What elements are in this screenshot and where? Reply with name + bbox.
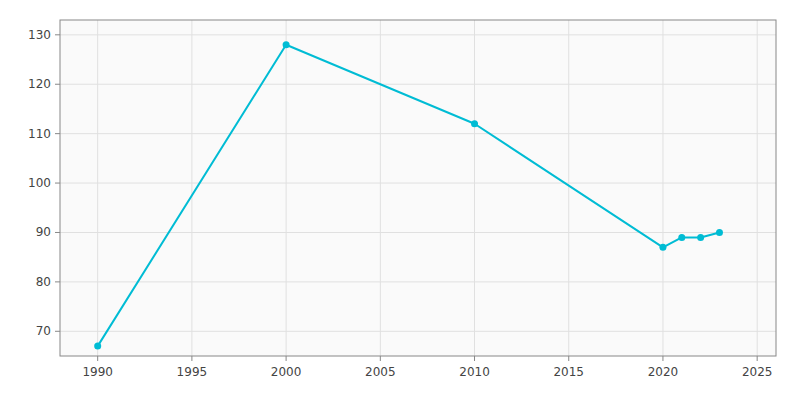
x-grid-line [380,20,381,356]
point [94,343,101,350]
x-tick [191,356,192,361]
x-tick-label: 2005 [365,365,396,379]
y-grid-line [60,84,776,85]
x-tick [474,356,475,361]
x-tick [757,356,758,361]
y-tick [55,133,60,134]
y-grid-line [60,331,776,332]
y-tick [55,84,60,85]
x-grid-line [191,20,192,356]
y-tick-label: 120 [28,77,51,91]
y-tick [55,232,60,233]
y-tick-label: 130 [28,28,51,42]
point [659,244,666,251]
point [697,234,704,241]
x-tick-label: 1990 [82,365,113,379]
x-tick [97,356,98,361]
x-grid-line [568,20,569,356]
y-tick [55,281,60,282]
y-tick-label: 80 [36,275,51,289]
y-grid-line [60,133,776,134]
x-grid-line [286,20,287,356]
y-tick-label: 90 [36,225,51,239]
grid [55,20,776,361]
x-grid-line [662,20,663,356]
x-tick [380,356,381,361]
x-tick-label: 2010 [459,365,490,379]
y-tick [55,34,60,35]
x-tick [662,356,663,361]
series [94,41,723,349]
plot-frame [60,20,776,356]
x-grid-line [97,20,98,356]
point [678,234,685,241]
chart: 1990 1995 2000 2005 2010 2015 2020 2025 70 80 90 10… [0,0,800,400]
y-tick [55,183,60,184]
y-grid-line [60,281,776,282]
plot-background [60,20,776,356]
x-tick [568,356,569,361]
chart-container: 1990 1995 2000 2005 2010 2015 2020 2025 70 80 90 10… [0,0,800,400]
x-tick [286,356,287,361]
x-grid-line [757,20,758,356]
x-tick-label: 2025 [742,365,773,379]
line [98,45,720,346]
x-tick-label: 1995 [177,365,208,379]
point [283,41,290,48]
tick-labels: 1990 1995 2000 2005 2010 2015 2020 2025 70 80 90 10… [28,28,772,379]
point [471,120,478,127]
y-grid-line [60,34,776,35]
x-tick-label: 2015 [553,365,584,379]
point [716,229,723,236]
y-tick-label: 100 [28,176,51,190]
y-grid-line [60,183,776,184]
x-tick-label: 2020 [648,365,679,379]
y-tick-label: 110 [28,127,51,141]
x-tick-label: 2000 [271,365,302,379]
x-grid-line [474,20,475,356]
y-tick [55,331,60,332]
y-tick-label: 70 [36,324,51,338]
